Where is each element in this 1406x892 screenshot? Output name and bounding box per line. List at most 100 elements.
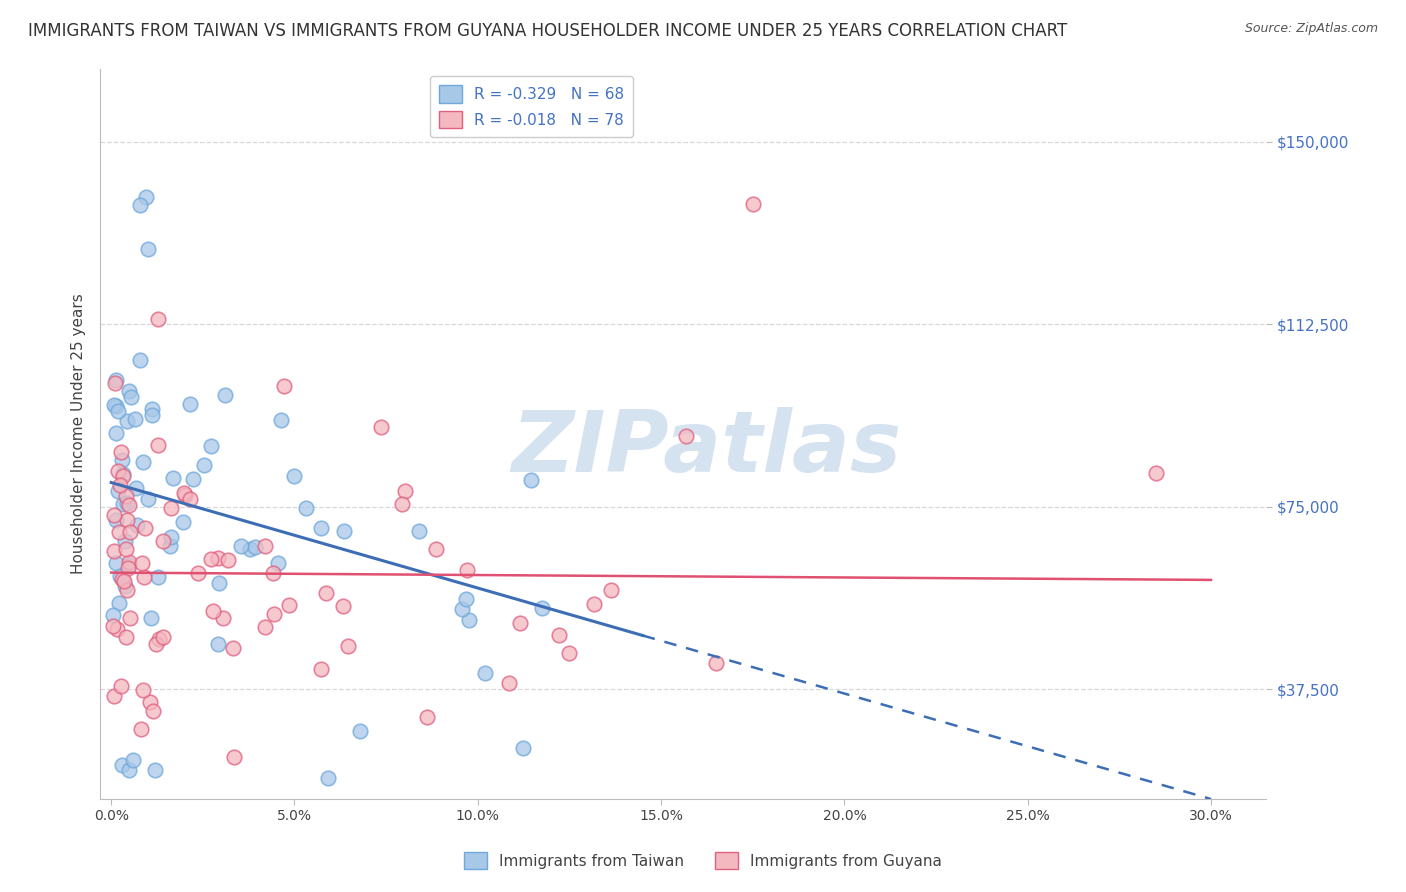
Point [408,524,430,539]
Point [103,508,125,523]
Text: IMMIGRANTS FROM TAIWAN VS IMMIGRANTS FROM GUYANA HOUSEHOLDER INCOME UNDER 25 YEA: IMMIGRANTS FROM TAIWAN VS IMMIGRANTS FRO… [28,22,1067,40]
Point [135,190,157,204]
Point [217,552,239,566]
Point [451,602,474,616]
Point [110,679,132,693]
Point [103,608,125,623]
Point [120,390,142,404]
Point [141,408,163,422]
Point [120,524,142,539]
Point [118,384,141,399]
Point [582,597,605,611]
Point [136,491,159,506]
Point [110,452,132,467]
Point [122,753,145,767]
Point [520,474,543,488]
Point [107,524,129,539]
Point [129,722,152,736]
Point [333,524,356,538]
Point [107,404,129,418]
Point [262,566,284,581]
Point [112,469,135,483]
Point [117,583,139,598]
Point [104,399,127,413]
Point [179,491,201,506]
Point [111,497,134,511]
Point [142,704,165,718]
Point [131,682,153,697]
Point [245,540,267,554]
Point [111,758,134,772]
Point [270,413,292,427]
Point [115,542,138,557]
Point [309,662,332,676]
Point [152,630,174,644]
Point [600,583,623,598]
Text: Source: ZipAtlas.com: Source: ZipAtlas.com [1244,22,1378,36]
Point [212,611,235,625]
Point [201,604,224,618]
Point [214,388,236,402]
Point [110,444,132,458]
Point [295,501,318,516]
Point [548,627,571,641]
Point [277,599,299,613]
Point [159,539,181,553]
Point [112,574,135,589]
Point [512,740,534,755]
Point [118,763,141,777]
Point [124,412,146,426]
Point [111,467,134,481]
Y-axis label: Householder Income Under 25 years: Householder Income Under 25 years [72,293,86,574]
Point [104,374,127,388]
Point [456,592,478,607]
Point [208,575,231,590]
Point [173,486,195,500]
Point [162,471,184,485]
Point [141,611,163,625]
Point [200,551,222,566]
Point [115,495,138,509]
Point [101,619,124,633]
Point [148,632,170,646]
Point [108,596,131,610]
Point [141,401,163,416]
Point [207,637,229,651]
Point [193,458,215,473]
Point [239,542,262,557]
Point [254,540,277,554]
Point [160,530,183,544]
Point [200,439,222,453]
Point [105,623,128,637]
Point [107,484,129,499]
Point [509,615,531,630]
Point [114,579,136,593]
Point [222,640,245,655]
Point [107,465,129,479]
Point [1144,466,1167,480]
Point [105,513,128,527]
Point [456,563,478,577]
Point [103,398,125,412]
Point [146,312,169,326]
Point [131,556,153,570]
Point [104,425,127,440]
Point [104,556,127,570]
Point [114,489,136,503]
Point [222,749,245,764]
Point [160,500,183,515]
Point [283,469,305,483]
Point [134,570,156,584]
Point [118,498,141,512]
Point [370,420,392,434]
Point [111,573,134,587]
Point [267,556,290,570]
Point [394,484,416,499]
Point [273,378,295,392]
Point [337,639,360,653]
Point [146,438,169,452]
Point [254,620,277,634]
Point [129,198,152,212]
Point [498,676,520,690]
Point [315,586,337,600]
